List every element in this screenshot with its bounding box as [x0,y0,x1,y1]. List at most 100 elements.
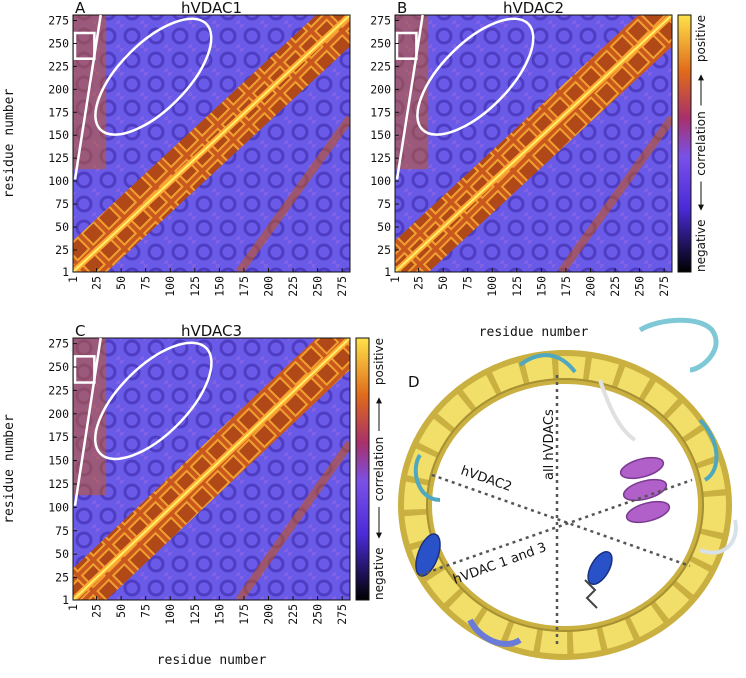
diagonal-core [73,15,350,272]
y-tick-label: 75 [377,197,391,211]
y-tick-label: 150 [48,454,69,468]
x-tick-label: 50 [114,276,128,290]
y-tick-label: 250 [48,360,69,374]
y-tick-label: 150 [48,128,69,142]
x-tick-label: 75 [139,276,153,290]
x-tick-label: 1 [388,276,402,283]
x-axis-label: residue number [479,325,589,340]
x-tick-label: 225 [608,276,622,297]
y-tick-label: 25 [55,243,69,257]
highlight-line [73,337,102,506]
annotation: all hVDACs [542,409,557,480]
x-tick-label: 125 [188,276,202,297]
y-tick-label: 1 [62,265,69,279]
highlight-ellipse [94,17,213,136]
highlight-line [73,14,102,180]
x-tick-label: 75 [139,604,153,618]
x-tick-label: 250 [311,276,325,297]
frame [72,337,351,601]
highlight-box [395,31,418,60]
colorbar-label: correlation [372,437,386,501]
y-tick-label: 275 [370,14,391,28]
y-tick-label: 250 [48,36,69,50]
x-tick-label: 275 [657,276,671,297]
y-tick-label: 275 [48,14,69,28]
x-axis-label: residue number [157,653,267,668]
x-tick-label: 1 [66,276,80,283]
y-axis-label: residue number [2,89,17,199]
highlight-box [73,355,96,384]
panel-label: C [75,322,85,340]
colorbar-high: positive [694,15,708,62]
x-tick-label: 200 [583,276,597,297]
side-band [235,115,350,272]
y-tick-label: 50 [55,547,69,561]
highlight-box [73,31,96,60]
highlight-ellipse [93,341,213,461]
x-tick-label: 50 [436,276,450,290]
diagonal-core [395,15,672,272]
heatmap [395,15,672,272]
chart-title: hVDAC2 [503,0,564,17]
frame [394,14,673,273]
y-tick-label: 1 [384,265,391,279]
annotation: hVDAC2 [459,464,514,495]
y-tick-label: 250 [370,36,391,50]
y-tick-label: 200 [370,82,391,96]
colorbar-label: correlation [694,111,708,175]
x-tick-label: 75 [461,276,475,290]
y-tick-label: 150 [370,128,391,142]
y-tick-label: 75 [55,197,69,211]
x-tick-label: 225 [286,604,300,625]
chart-title: hVDAC3 [181,322,242,340]
y-tick-label: 225 [48,59,69,73]
y-tick-label: 1 [62,593,69,607]
colorbar-low: negative [694,220,708,272]
panel-label: A [75,0,86,17]
x-tick-label: 150 [212,276,226,297]
x-tick-label: 100 [485,276,499,297]
colorbar [677,14,692,273]
x-tick-label: 25 [90,276,104,290]
x-tick-label: 100 [163,604,177,625]
highlight-line [395,14,424,180]
y-tick-label: 100 [370,174,391,188]
x-tick-label: 25 [412,276,426,290]
y-tick-label: 175 [48,105,69,119]
x-tick-label: 175 [237,276,251,297]
y-tick-label: 200 [48,407,69,421]
frame [72,14,351,273]
x-tick-label: 50 [114,604,128,618]
colorbar [355,337,370,601]
chart-title: hVDAC1 [181,0,242,17]
y-tick-label: 100 [48,174,69,188]
y-tick-label: 125 [370,151,391,165]
x-tick-label: 200 [261,276,275,297]
x-tick-label: 125 [510,276,524,297]
x-tick-label: 275 [335,604,349,625]
x-tick-label: 100 [163,276,177,297]
x-tick-label: 25 [90,604,104,618]
y-tick-label: 200 [48,82,69,96]
panel-label: B [397,0,407,17]
x-tick-label: 200 [261,604,275,625]
protein-structure: D all hVDACs hVDAC2 hVDAC 1 and 3 [398,317,738,660]
panel-label: D [408,373,420,391]
x-tick-label: 175 [559,276,573,297]
x-tick-label: 225 [286,276,300,297]
y-axis-label: residue number [2,414,17,524]
heatmap [73,15,350,272]
x-tick-label: 1 [66,604,80,611]
y-tick-label: 175 [48,430,69,444]
y-tick-label: 125 [48,477,69,491]
colorbar-low: negative [372,548,386,600]
side-band [235,440,350,600]
x-tick-label: 150 [534,276,548,297]
y-tick-label: 50 [55,220,69,234]
y-tick-label: 25 [377,243,391,257]
y-tick-label: 50 [377,220,391,234]
diagonal-core [73,338,350,600]
y-tick-label: 225 [48,383,69,397]
